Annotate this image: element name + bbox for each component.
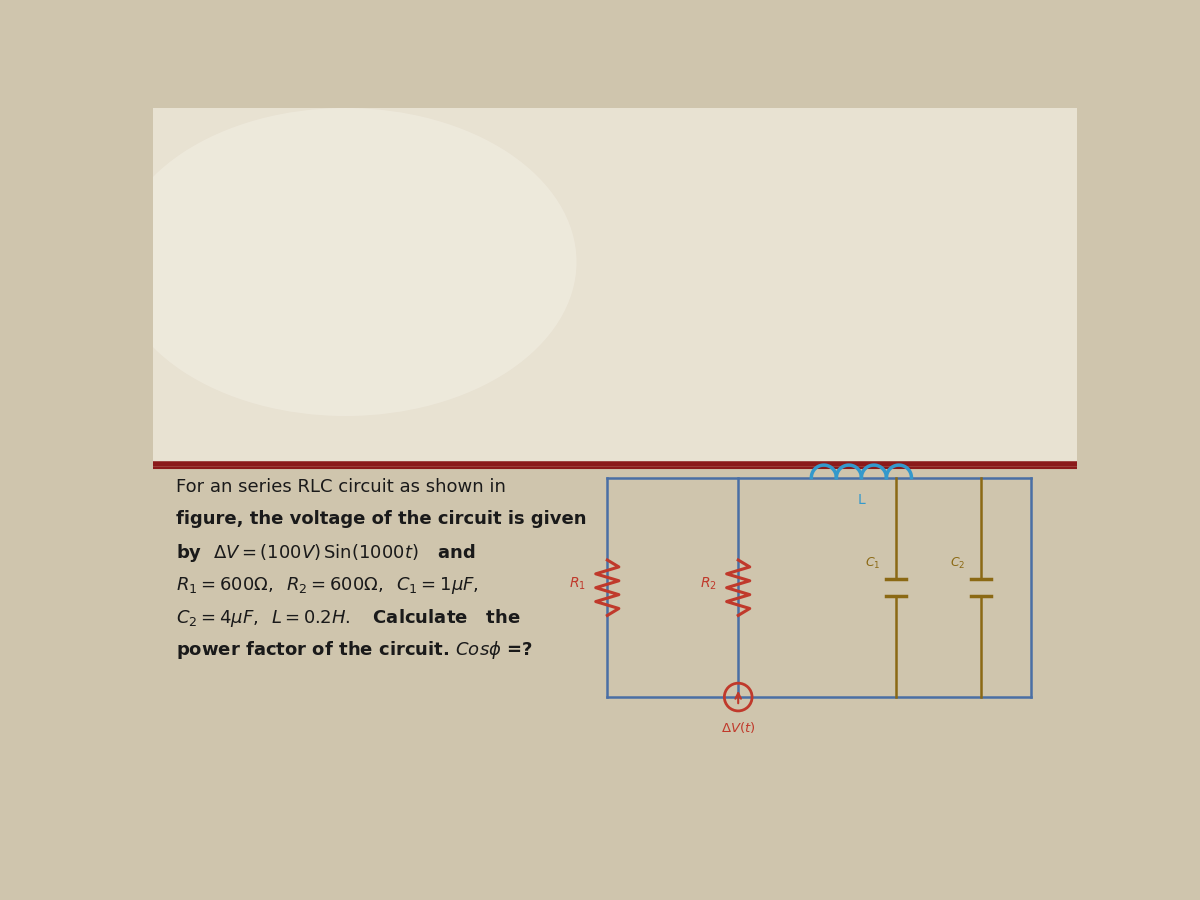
Text: by  $\Delta V = (100V)\,\mathrm{Sin}(1000t)$   and: by $\Delta V = (100V)\,\mathrm{Sin}(1000… bbox=[176, 543, 475, 564]
Text: For an series RLC circuit as shown in: For an series RLC circuit as shown in bbox=[176, 478, 506, 496]
Text: power factor of the circuit. $\mathit{Cos\phi}$ =?: power factor of the circuit. $\mathit{Co… bbox=[176, 639, 533, 662]
Text: $R_2$: $R_2$ bbox=[700, 576, 716, 592]
Text: L: L bbox=[858, 493, 865, 507]
Text: $C_2 = 4\mu F,\;\;L = 0.2H.$   Calculate   the: $C_2 = 4\mu F,\;\;L = 0.2H.$ Calculate t… bbox=[176, 607, 521, 629]
Text: figure, the voltage of the circuit is given: figure, the voltage of the circuit is gi… bbox=[176, 510, 587, 528]
Ellipse shape bbox=[114, 108, 576, 416]
Text: $\Delta V(t)$: $\Delta V(t)$ bbox=[721, 720, 756, 735]
Text: $C_1$: $C_1$ bbox=[865, 555, 881, 571]
Text: $C_2$: $C_2$ bbox=[950, 555, 965, 571]
Text: $R_1$: $R_1$ bbox=[569, 576, 586, 592]
FancyBboxPatch shape bbox=[154, 108, 1078, 466]
Text: $R_1 = 600\Omega,\;\;R_2 = 600\Omega,\;\;C_1 = 1\mu F,$: $R_1 = 600\Omega,\;\;R_2 = 600\Omega,\;\… bbox=[176, 574, 479, 596]
